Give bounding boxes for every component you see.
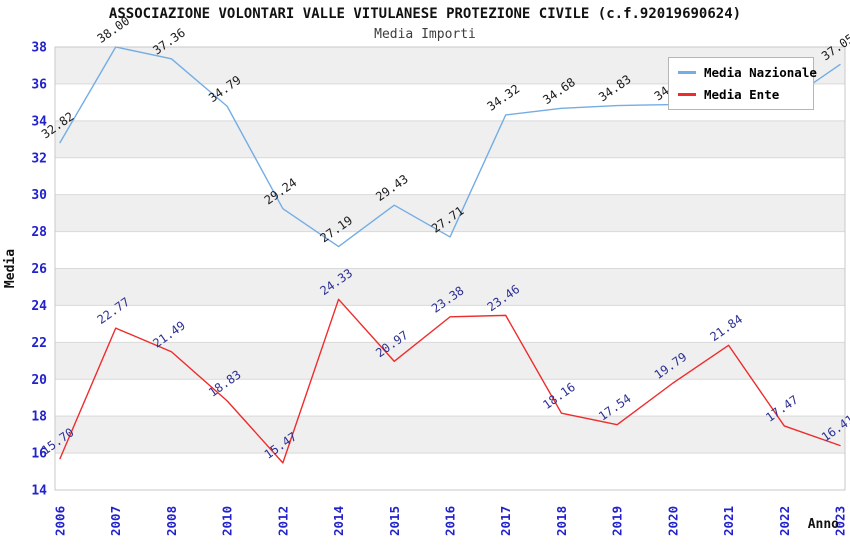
- x-axis-title: Anno: [808, 517, 839, 532]
- band-stripe: [55, 268, 845, 306]
- legend-line-swatch-icon: [678, 71, 696, 74]
- legend-label: Media Nazionale: [704, 65, 817, 80]
- band-stripe: [55, 416, 845, 454]
- x-tick-label: 2021: [721, 506, 736, 536]
- x-tick-label: 2017: [498, 506, 513, 536]
- y-tick-label: 18: [31, 410, 47, 425]
- band-stripe: [55, 120, 845, 158]
- x-tick-label: 2012: [275, 506, 290, 536]
- x-tick-label: 2019: [610, 506, 625, 536]
- x-tick-label: 2018: [554, 506, 569, 536]
- x-tick-label: 2007: [108, 506, 123, 536]
- band-stripe: [55, 194, 845, 232]
- y-tick-label: 26: [31, 262, 47, 277]
- y-tick-label: 28: [31, 225, 47, 240]
- y-axis-title: Media: [3, 249, 18, 288]
- y-tick-label: 32: [31, 151, 47, 166]
- x-tick-label: 2015: [387, 506, 402, 536]
- x-tick-label: 2006: [53, 506, 68, 536]
- legend-item-media-nazionale: Media Nazionale: [678, 65, 817, 80]
- point-label: 38.00: [95, 14, 133, 46]
- x-tick-label: 2020: [665, 506, 680, 536]
- y-tick-label: 38: [31, 41, 47, 56]
- y-tick-label: 14: [31, 484, 47, 499]
- x-tick-label: 2010: [220, 506, 235, 536]
- chart-subtitle: Media Importi: [374, 27, 476, 42]
- series-line-media-ente: [59, 298, 841, 464]
- chart-title: ASSOCIAZIONE VOLONTARI VALLE VITULANESE …: [108, 6, 742, 22]
- point-label: 34.32: [485, 82, 523, 114]
- x-tick-label: 2014: [331, 506, 346, 536]
- y-tick-label: 24: [31, 299, 47, 314]
- y-tick-label: 36: [31, 77, 47, 92]
- x-tick-label: 2008: [164, 506, 179, 536]
- plot-border: [54, 46, 846, 491]
- y-tick-label: 20: [31, 373, 47, 388]
- band-stripe: [55, 342, 845, 380]
- legend-line-swatch-icon: [678, 93, 696, 96]
- y-tick-label: 16: [31, 447, 47, 462]
- legend-label: Media Ente: [704, 87, 780, 102]
- y-tick-label: 30: [31, 188, 47, 203]
- legend-item-media-ente: Media Ente: [678, 87, 805, 102]
- legend: Media Nazionale Media Ente: [668, 57, 817, 110]
- x-tick-label: 2016: [443, 506, 458, 536]
- y-tick-label: 34: [31, 114, 47, 129]
- x-tick-label: 2022: [777, 506, 792, 536]
- y-tick-label: 22: [31, 336, 47, 351]
- x-tick-label: 2023: [833, 506, 848, 536]
- point-label: 21.84: [707, 312, 745, 344]
